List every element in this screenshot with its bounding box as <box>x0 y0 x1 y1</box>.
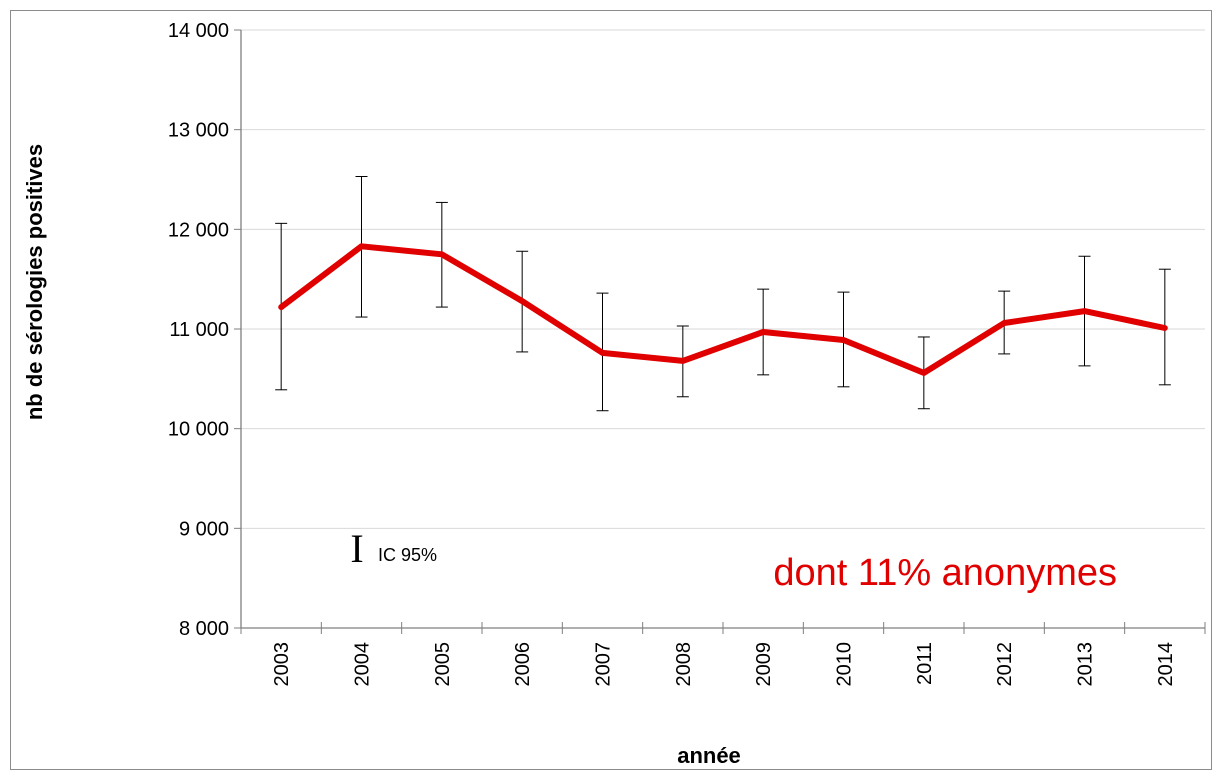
x-tick-label: 2006 <box>512 642 534 687</box>
y-tick-labels: 8 000 9 000 10 000 11 000 12 000 13 000 14 000 <box>168 20 229 640</box>
x-tick-label: 2012 <box>994 642 1016 687</box>
x-tick-label: 2005 <box>432 642 454 687</box>
x-axis-title: année <box>677 743 741 768</box>
x-tick-label: 2008 <box>673 642 695 687</box>
y-tick-label: 13 000 <box>168 120 229 142</box>
error-bars <box>275 176 1171 412</box>
legend-symbol: I <box>350 526 363 571</box>
x-tick-label: 2013 <box>1075 642 1097 687</box>
x-tick-label: 2007 <box>593 642 615 687</box>
x-tick-label: 2009 <box>753 642 775 687</box>
x-tick-label: 2003 <box>271 642 293 687</box>
gridlines <box>241 29 1205 529</box>
x-tick-labels: 2003 2004 2005 2006 2007 2008 2009 2010 2011 2012… <box>271 642 1177 687</box>
y-tick-label: 11 000 <box>169 319 229 341</box>
y-axis-title: nb de sérologies positives <box>22 144 47 420</box>
x-tick-label: 2011 <box>914 642 936 685</box>
y-tick-label: 12 000 <box>168 219 229 241</box>
legend: I IC 95% <box>350 526 437 571</box>
series-line-path <box>278 243 1168 376</box>
annotation-anonymous: dont 11% anonymes <box>773 552 1117 594</box>
x-tick-label: 2010 <box>834 642 856 687</box>
series-line <box>278 243 1168 376</box>
legend-label: IC 95% <box>378 545 437 565</box>
y-tick-label: 14 000 <box>168 20 229 42</box>
chart-frame <box>10 10 1212 770</box>
y-tick-label: 8 000 <box>179 618 229 640</box>
x-tick-label: 2014 <box>1155 642 1177 687</box>
y-tick-label: 9 000 <box>179 518 229 540</box>
axes <box>234 29 1206 634</box>
x-tick-label: 2004 <box>352 642 374 687</box>
y-tick-label: 10 000 <box>168 419 229 441</box>
